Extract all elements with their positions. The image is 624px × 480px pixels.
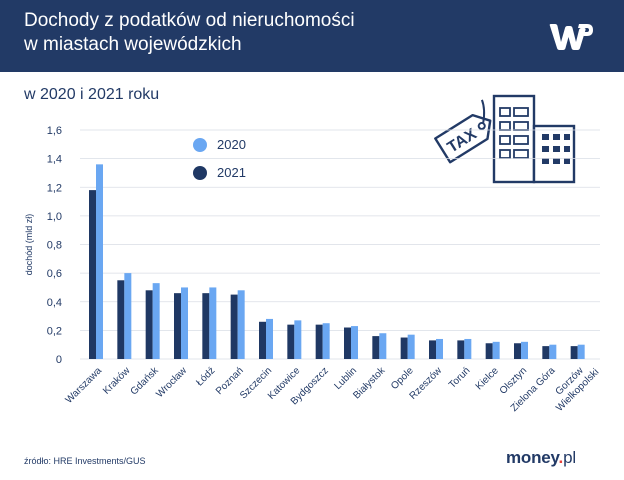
tax-tag-icon: TAX	[434, 99, 492, 164]
bar-2020	[152, 283, 160, 359]
title-line-1: Dochody z podatków od nieruchomości	[24, 10, 355, 31]
x-tick-label: Lublin	[332, 365, 359, 392]
brand-main: money	[506, 448, 559, 467]
x-tick-label: Rzeszów	[408, 365, 445, 402]
bar-2020	[294, 320, 302, 359]
bar-2021	[259, 321, 266, 359]
bar-2021	[287, 324, 295, 359]
bar-2021	[372, 336, 380, 359]
bar-chart: 0 0,2 0,4 0,6 0,8 1,0 1,2 1,4 1,6 dochód (mld zł)…	[24, 125, 602, 414]
x-tick-label: Kielce	[474, 365, 501, 392]
x-tick-label: Opole	[389, 365, 416, 392]
chart-title: Dochody z podatków od nieruchomości w mi…	[24, 9, 355, 57]
bar-2021	[457, 340, 465, 359]
bar-2021	[429, 340, 436, 359]
x-tick-label: Łódź	[194, 365, 217, 388]
bar-2021	[344, 327, 351, 359]
bar-2021	[570, 346, 578, 359]
bar-2021	[542, 346, 550, 359]
bar-2020	[351, 326, 358, 359]
bar-2020	[181, 287, 188, 359]
brand-dot: .	[558, 448, 564, 467]
legend-label-2020: 2020	[217, 137, 246, 152]
bar-2020	[322, 323, 330, 359]
legend-swatch-2020	[193, 138, 207, 152]
chart-subtitle: w 2020 i 2021 roku	[24, 86, 160, 103]
x-tick-label: Kraków	[101, 365, 133, 397]
bar-2021	[315, 324, 323, 359]
bar-2020	[209, 287, 217, 359]
x-tick-label: Białystok	[351, 365, 388, 402]
y-tick-label: 0,8	[47, 240, 62, 252]
brand-suffix: pl	[563, 448, 576, 467]
bar-2020	[549, 344, 557, 359]
bar-2021	[485, 343, 493, 359]
y-tick-label: 0	[56, 354, 62, 366]
office-buildings-icon	[492, 94, 576, 184]
bar-2020	[436, 338, 443, 359]
bar-2020	[237, 290, 245, 359]
source-note: źródło: HRE Investments/GUS	[24, 456, 146, 466]
legend-label-2021: 2021	[217, 165, 246, 180]
header-banner: Dochody z podatków od nieruchomości w mi…	[0, 0, 624, 72]
y-tick-label: 1,0	[47, 211, 62, 223]
bar-2021	[145, 290, 153, 359]
legend-swatch-2021	[193, 166, 207, 180]
y-tick-label: 0,4	[47, 297, 62, 309]
x-tick-label: Warszawa	[64, 365, 105, 406]
bar-2020	[266, 318, 273, 359]
x-tick-label: GorzówWielkopolski	[546, 358, 602, 414]
x-tick-label: Wrocław	[154, 365, 189, 400]
bar-2020	[379, 333, 387, 359]
y-tick-label: 1,4	[47, 154, 62, 166]
bar-2020	[124, 273, 132, 359]
y-tick-label: 1,2	[47, 182, 62, 194]
bar-2020	[521, 341, 528, 359]
y-tick-label: 1,6	[47, 125, 62, 137]
bar-2021	[230, 294, 238, 359]
bar-2020	[577, 344, 585, 359]
bar-2020	[96, 164, 103, 359]
y-axis-label: dochód (mld zł)	[24, 214, 34, 276]
bar-2021	[400, 337, 408, 359]
y-tick-label: 0,6	[47, 268, 62, 280]
title-line-2: w miastach wojewódzkich	[24, 34, 242, 55]
bar-2021	[89, 190, 96, 359]
y-tick-label: 0,2	[47, 325, 62, 337]
bar-2020	[464, 338, 472, 359]
bar-2021	[117, 280, 125, 359]
wp-logo-icon	[549, 24, 593, 50]
tax-buildings-illustration-icon: TAX	[434, 94, 576, 184]
x-tick-label: Toruń	[447, 365, 472, 390]
bar-2020	[407, 334, 415, 359]
bar-2021	[514, 343, 521, 359]
bar-2020	[492, 341, 500, 359]
bar-2021	[174, 293, 181, 359]
bar-2021	[202, 293, 210, 359]
money-pl-logo: money.pl	[506, 448, 576, 468]
